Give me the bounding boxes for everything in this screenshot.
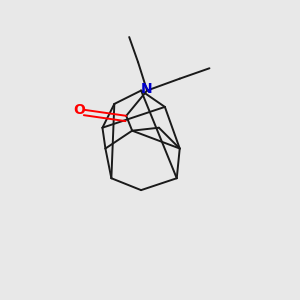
Text: N: N (141, 82, 153, 96)
Text: O: O (73, 103, 85, 117)
